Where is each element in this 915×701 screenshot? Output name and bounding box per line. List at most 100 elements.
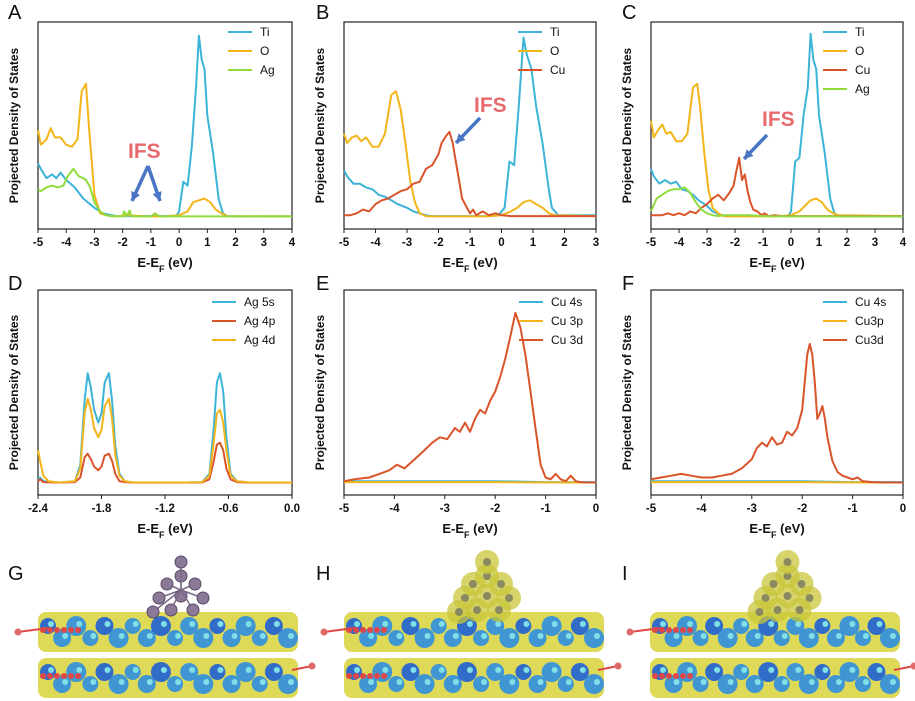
structure-panel-i: I [622, 550, 915, 698]
atom-ti [424, 679, 431, 685]
atom-ti [203, 679, 210, 685]
charge-density-lobe [108, 674, 129, 694]
charge-density-lobe [584, 674, 604, 694]
y-axis-label: Projected Density of States [7, 314, 21, 470]
x-tick-label: -4 [696, 503, 707, 515]
charge-density-lobe [814, 664, 831, 680]
charge-density-lobe [677, 616, 698, 636]
atom-ti [146, 633, 153, 639]
atom-ti [118, 633, 125, 639]
x-tick-label: -2 [433, 237, 443, 249]
series-line-ag [650, 186, 903, 218]
ifs-annotation: IFS [474, 94, 507, 117]
annotation-arrowhead [456, 133, 466, 143]
plot-frame [650, 289, 904, 496]
charge-density-lobe [880, 628, 900, 648]
atom-ti [687, 667, 694, 673]
atom-ti [160, 621, 167, 627]
surface-oxygen [323, 627, 355, 633]
x-axis-label: E-EF (eV) [749, 255, 804, 274]
x-tick-label: 2 [844, 237, 850, 249]
x-axis-label-unit: (eV) [470, 255, 498, 270]
annotation-arrowhead [744, 149, 754, 159]
atom-ti [481, 633, 488, 639]
atom-cu [495, 606, 503, 614]
atom-o [381, 673, 387, 679]
x-tick-label: -1 [540, 503, 551, 515]
atom-ti [76, 621, 83, 627]
y-axis-label: Projected Density of States [7, 47, 21, 203]
plot-frame [343, 289, 597, 496]
atom-ti [660, 667, 666, 673]
charge-density-lobe [414, 628, 435, 648]
atom-ti [781, 679, 788, 685]
atom-o [652, 673, 658, 679]
atom-ti [700, 679, 707, 685]
x-tick-label: 4 [289, 237, 296, 249]
x-axis-label-unit: (eV) [165, 255, 193, 270]
atom-o [659, 627, 665, 633]
atom-o [40, 673, 46, 679]
atom-o [614, 662, 622, 670]
x-tick-label: 0 [593, 503, 599, 515]
atom-ti [189, 621, 196, 627]
atom-ti [382, 667, 389, 673]
legend-label: O [260, 44, 269, 58]
x-axis-label-unit: (eV) [470, 521, 498, 536]
atom-ti [781, 633, 788, 639]
series-line-o [37, 82, 293, 218]
structure-panel-h: H [316, 550, 622, 698]
x-tick-label: -1 [146, 237, 157, 249]
panel-letter: G [8, 563, 24, 585]
charge-density-lobe [773, 676, 790, 692]
charge-density-lobe [414, 674, 435, 694]
atom-o [673, 627, 679, 633]
atom-ti [62, 679, 69, 685]
atom-o [360, 627, 366, 633]
chart-panel-f: F -5 -4 -3 -2 -1 0 Projected Density of States E… [620, 273, 906, 540]
x-axis-label-main: E-E [442, 255, 464, 270]
atom-cu [473, 606, 481, 614]
charge-density-lobe [430, 664, 447, 680]
legend-label: Cu 4s [551, 295, 582, 309]
atom-ti [62, 633, 69, 639]
series-line-cu-3d [343, 311, 596, 484]
x-tick-label: 1 [816, 237, 823, 249]
legend-label: Ti [260, 25, 270, 39]
chart-panel-c: C -5 -4 -3 -2 -1 0 1 2 3 4 Projected Density of Sta… [620, 2, 907, 274]
y-axis-label: Projected Density of States [313, 47, 327, 203]
series-line-ag-4d [37, 397, 292, 484]
atom-ti [768, 621, 775, 627]
x-axis-label-main: E-E [137, 255, 159, 270]
x-tick-label: -5 [646, 237, 657, 249]
panel-letter: B [316, 2, 329, 24]
atom-ag [152, 591, 166, 605]
atom-o [61, 627, 67, 633]
atom-o [47, 627, 53, 633]
x-tick-label: 2 [232, 237, 238, 249]
atom-ti [132, 621, 139, 627]
charge-density-lobe [235, 662, 256, 682]
atom-cu [755, 608, 764, 616]
charge-density-lobe [150, 662, 171, 682]
atom-ag [160, 577, 174, 591]
atom-o [320, 628, 328, 636]
atom-o [367, 627, 373, 633]
series-line-ag-4p [37, 441, 292, 484]
atom-ti [466, 667, 473, 673]
atom-ti [594, 679, 600, 685]
atom-o [360, 673, 366, 679]
legend-label: O [855, 44, 864, 58]
y-axis-label: Projected Density of States [620, 314, 634, 470]
atom-ti [537, 679, 544, 685]
atom-ti [523, 621, 530, 627]
atom-ti [382, 621, 389, 627]
series-line-cu [344, 130, 596, 218]
charge-density-lobe [167, 630, 184, 646]
charge-density-lobe [251, 676, 268, 692]
charge-density-lobe [473, 676, 490, 692]
charge-density-lobe [557, 630, 574, 646]
charge-density-lobe [733, 618, 750, 634]
atom-ti [523, 667, 530, 673]
chart-panel-b: B -5 -4 -3 -2 -1 0 1 2 3 Projected Density of Stat… [313, 2, 599, 274]
